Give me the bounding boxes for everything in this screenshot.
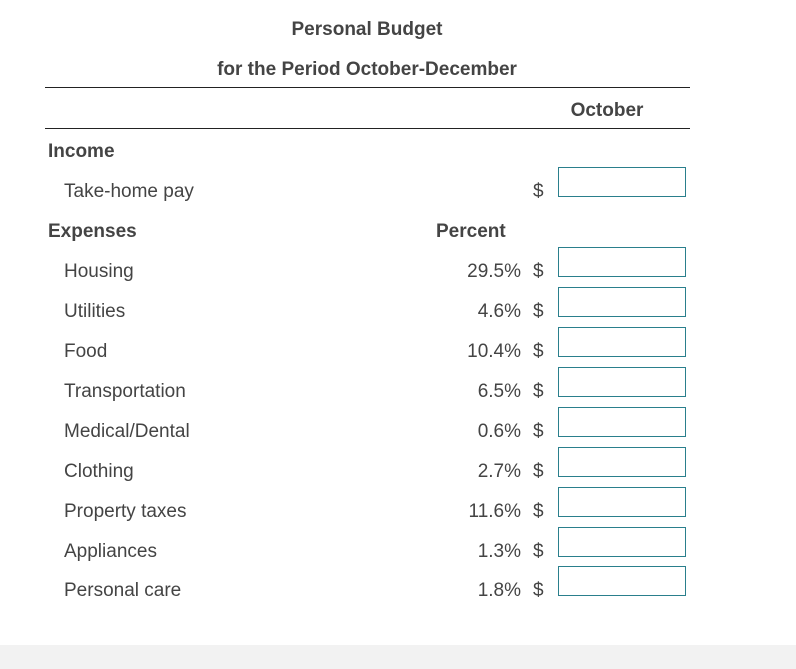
percent: 1.8% — [477, 580, 521, 601]
percent: 11.6% — [468, 501, 521, 522]
currency: $ — [533, 181, 544, 202]
currency: $ — [533, 501, 544, 522]
percent: 1.3% — [477, 541, 521, 562]
amount-input[interactable] — [558, 566, 686, 596]
row-label: Food — [64, 341, 108, 362]
percent: 0.6% — [477, 421, 521, 442]
rule — [45, 87, 690, 88]
worksheet: Personal Budget for the Period October-D… — [45, 19, 690, 601]
currency: $ — [533, 301, 544, 322]
currency: $ — [533, 461, 544, 482]
percent: 2.7% — [477, 461, 521, 482]
row-label: Property taxes — [64, 501, 187, 522]
amount-input[interactable] — [558, 367, 686, 397]
currency: $ — [533, 381, 544, 402]
footer-bar — [0, 645, 796, 669]
currency: $ — [533, 580, 544, 601]
row-label: Take-home pay — [64, 181, 194, 202]
subtitle: for the Period October-December — [217, 59, 517, 80]
title: Personal Budget — [291, 19, 443, 40]
currency: $ — [533, 341, 544, 362]
percent: 29.5% — [467, 261, 521, 282]
row-label: Clothing — [64, 461, 134, 482]
section-label: Expenses — [48, 221, 137, 242]
section-label: Income — [48, 141, 115, 162]
amount-input[interactable] — [558, 247, 686, 277]
percent-header: Percent — [436, 221, 506, 242]
amount-input[interactable] — [558, 407, 686, 437]
currency: $ — [533, 261, 544, 282]
amount-input[interactable] — [558, 487, 686, 517]
percent: 6.5% — [477, 381, 521, 402]
row-label: Personal care — [64, 580, 182, 601]
currency: $ — [533, 421, 544, 442]
row-label: Transportation — [64, 381, 186, 402]
row-label: Appliances — [64, 541, 157, 562]
amount-input[interactable] — [558, 447, 686, 477]
row-label: Medical/Dental — [64, 421, 190, 442]
amount-input[interactable] — [558, 527, 686, 557]
amount-input[interactable] — [558, 167, 686, 197]
row-label: Utilities — [64, 301, 126, 322]
percent: 10.4% — [467, 341, 521, 362]
row-label: Housing — [64, 261, 134, 282]
currency: $ — [533, 541, 544, 562]
percent: 4.6% — [477, 301, 521, 322]
amount-input[interactable] — [558, 287, 686, 317]
column-header: October — [570, 100, 644, 121]
amount-input[interactable] — [558, 327, 686, 357]
rule — [45, 128, 690, 129]
